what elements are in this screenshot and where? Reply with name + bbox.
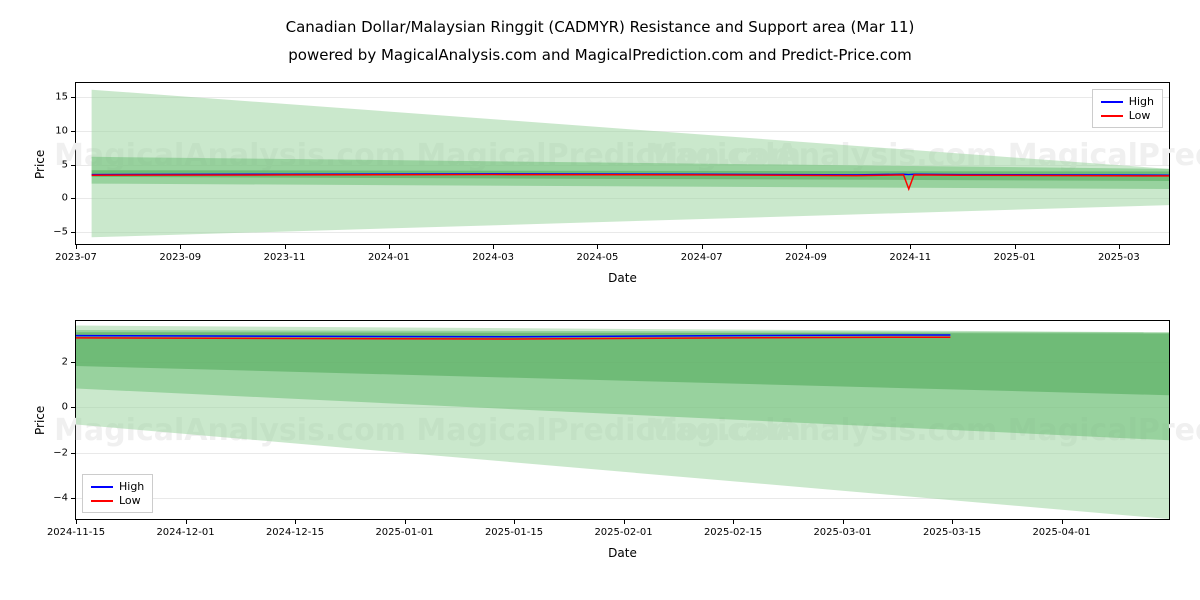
xtick-mark <box>180 244 181 249</box>
legend-item: Low <box>1101 109 1154 122</box>
legend-label: Low <box>119 494 141 507</box>
ytick-mark <box>71 198 76 199</box>
xtick-mark <box>76 519 77 524</box>
xtick-label: 2025-03-01 <box>813 527 871 538</box>
xtick-label: 2024-07 <box>681 252 723 263</box>
panel1-plot <box>76 83 1169 244</box>
xtick-label: 2024-03 <box>472 252 514 263</box>
xtick-label: 2025-01-01 <box>375 527 433 538</box>
legend-swatch <box>91 500 113 502</box>
chart-title: Canadian Dollar/Malaysian Ringgit (CADMY… <box>0 18 1200 36</box>
ytick-label: −2 <box>53 447 68 458</box>
legend-label: High <box>119 480 144 493</box>
legend-label: Low <box>1129 109 1151 122</box>
chart-subtitle: powered by MagicalAnalysis.com and Magic… <box>0 46 1200 64</box>
xtick-label: 2024-11 <box>889 252 931 263</box>
xtick-label: 2024-11-15 <box>47 527 105 538</box>
panel2-legend: HighLow <box>82 474 153 513</box>
legend-item: Low <box>91 494 144 507</box>
xtick-label: 2025-01 <box>994 252 1036 263</box>
ytick-label: 0 <box>62 193 68 204</box>
ytick-mark <box>71 131 76 132</box>
xtick-label: 2025-02-15 <box>704 527 762 538</box>
ytick-mark <box>71 453 76 454</box>
xtick-label: 2024-12-01 <box>156 527 214 538</box>
xtick-label: 2023-11 <box>264 252 306 263</box>
ytick-label: 2 <box>62 356 68 367</box>
legend-swatch <box>91 486 113 488</box>
xtick-label: 2023-07 <box>55 252 97 263</box>
ytick-mark <box>71 407 76 408</box>
panel1-legend: HighLow <box>1092 89 1163 128</box>
xtick-mark <box>1062 519 1063 524</box>
xtick-mark <box>493 244 494 249</box>
xtick-label: 2024-01 <box>368 252 410 263</box>
xtick-mark <box>624 519 625 524</box>
ytick-label: 15 <box>55 91 68 102</box>
xtick-mark <box>389 244 390 249</box>
xtick-mark <box>1119 244 1120 249</box>
ytick-mark <box>71 165 76 166</box>
ytick-mark <box>71 498 76 499</box>
xtick-mark <box>733 519 734 524</box>
xtick-label: 2024-09 <box>785 252 827 263</box>
legend-item: High <box>1101 95 1154 108</box>
legend-label: High <box>1129 95 1154 108</box>
legend-swatch <box>1101 115 1123 117</box>
panel2-plot <box>76 321 1169 519</box>
ytick-label: 10 <box>55 125 68 136</box>
panel1-ylabel: Price <box>33 149 47 178</box>
ytick-label: −4 <box>53 493 68 504</box>
xtick-mark <box>186 519 187 524</box>
xtick-label: 2024-12-15 <box>266 527 324 538</box>
ytick-label: −5 <box>53 227 68 238</box>
ytick-mark <box>71 97 76 98</box>
xtick-mark <box>405 519 406 524</box>
xtick-label: 2025-04-01 <box>1032 527 1090 538</box>
xtick-label: 2025-03-15 <box>923 527 981 538</box>
legend-swatch <box>1101 101 1123 103</box>
xtick-mark <box>952 519 953 524</box>
xtick-mark <box>295 519 296 524</box>
xtick-label: 2025-02-01 <box>594 527 652 538</box>
xtick-label: 2024-05 <box>577 252 619 263</box>
ytick-label: 5 <box>62 159 68 170</box>
panel2-xlabel: Date <box>75 546 1170 560</box>
ytick-label: 0 <box>62 402 68 413</box>
panel1-xlabel: Date <box>75 271 1170 285</box>
xtick-label: 2025-01-15 <box>485 527 543 538</box>
xtick-mark <box>1015 244 1016 249</box>
xtick-label: 2025-03 <box>1098 252 1140 263</box>
xtick-mark <box>76 244 77 249</box>
xtick-label: 2023-09 <box>159 252 201 263</box>
xtick-mark <box>843 519 844 524</box>
panel1: MagicalAnalysis.com MagicalPrediction.co… <box>75 82 1170 245</box>
ytick-mark <box>71 362 76 363</box>
xtick-mark <box>514 519 515 524</box>
ytick-mark <box>71 232 76 233</box>
xtick-mark <box>806 244 807 249</box>
legend-item: High <box>91 480 144 493</box>
panel2: MagicalAnalysis.com MagicalPrediction.co… <box>75 320 1170 520</box>
xtick-mark <box>910 244 911 249</box>
xtick-mark <box>285 244 286 249</box>
panel2-ylabel: Price <box>33 406 47 435</box>
xtick-mark <box>597 244 598 249</box>
xtick-mark <box>702 244 703 249</box>
